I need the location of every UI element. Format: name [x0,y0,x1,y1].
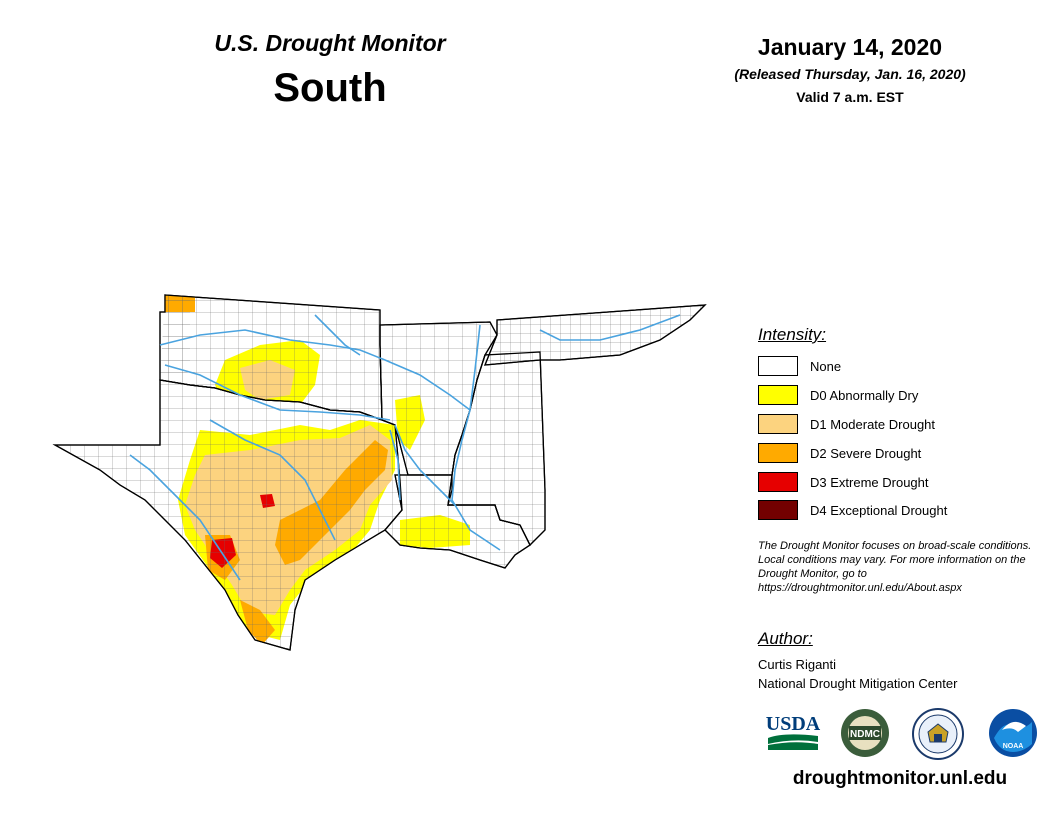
noaa-logo-text: NOAA [1003,743,1024,750]
noaa-logo: NOAA [989,709,1037,757]
legend-label: D4 Exceptional Drought [810,502,948,518]
legend-swatch [758,356,798,376]
website-url[interactable]: droughtmonitor.unl.edu [792,768,1008,789]
usda-logo-text: USDA [766,713,821,735]
legend-label: D3 Extreme Drought [810,474,929,490]
legend-item: D2 Severe Drought [758,442,921,464]
legend-item: None [758,355,841,377]
legend-label: D0 Abnormally Dry [810,387,919,403]
legend-item: D4 Exceptional Drought [758,499,947,521]
legend-label: D1 Moderate Drought [810,416,936,432]
legend-label: D2 Severe Drought [810,445,922,461]
legend-swatch [758,472,798,492]
disclaimer-note: The Drought Monitor focuses on broad-sca… [758,540,1032,594]
author-org: National Drought Mitigation Center [758,676,958,691]
legend-heading: Intensity: [758,325,827,344]
region-title: South [273,66,387,110]
legend-swatch [758,385,798,405]
author-heading: Author: [758,629,813,648]
map-title: U.S. Drought Monitor [214,30,446,56]
legend-label: None [810,358,842,374]
legend-swatch [758,414,798,434]
legend-item: D1 Moderate Drought [758,413,935,435]
ndmc-logo: NDMC [841,709,889,757]
legend-item: D0 Abnormally Dry [758,384,918,406]
commerce-seal-icon [912,708,964,760]
legend-swatch [758,443,798,463]
rivers [129,314,681,581]
map-date: January 14, 2020 [757,34,943,60]
legend-swatch [758,500,798,520]
drought-map [52,294,707,651]
ndmc-logo-text: NDMC [850,729,880,740]
usda-logo: USDA [766,713,821,750]
author-name: Curtis Riganti [758,657,837,672]
legend-item: D3 Extreme Drought [758,471,929,493]
valid-time: Valid 7 a.m. EST [796,89,904,105]
release-date: (Released Thursday, Jan. 16, 2020) [734,66,966,82]
